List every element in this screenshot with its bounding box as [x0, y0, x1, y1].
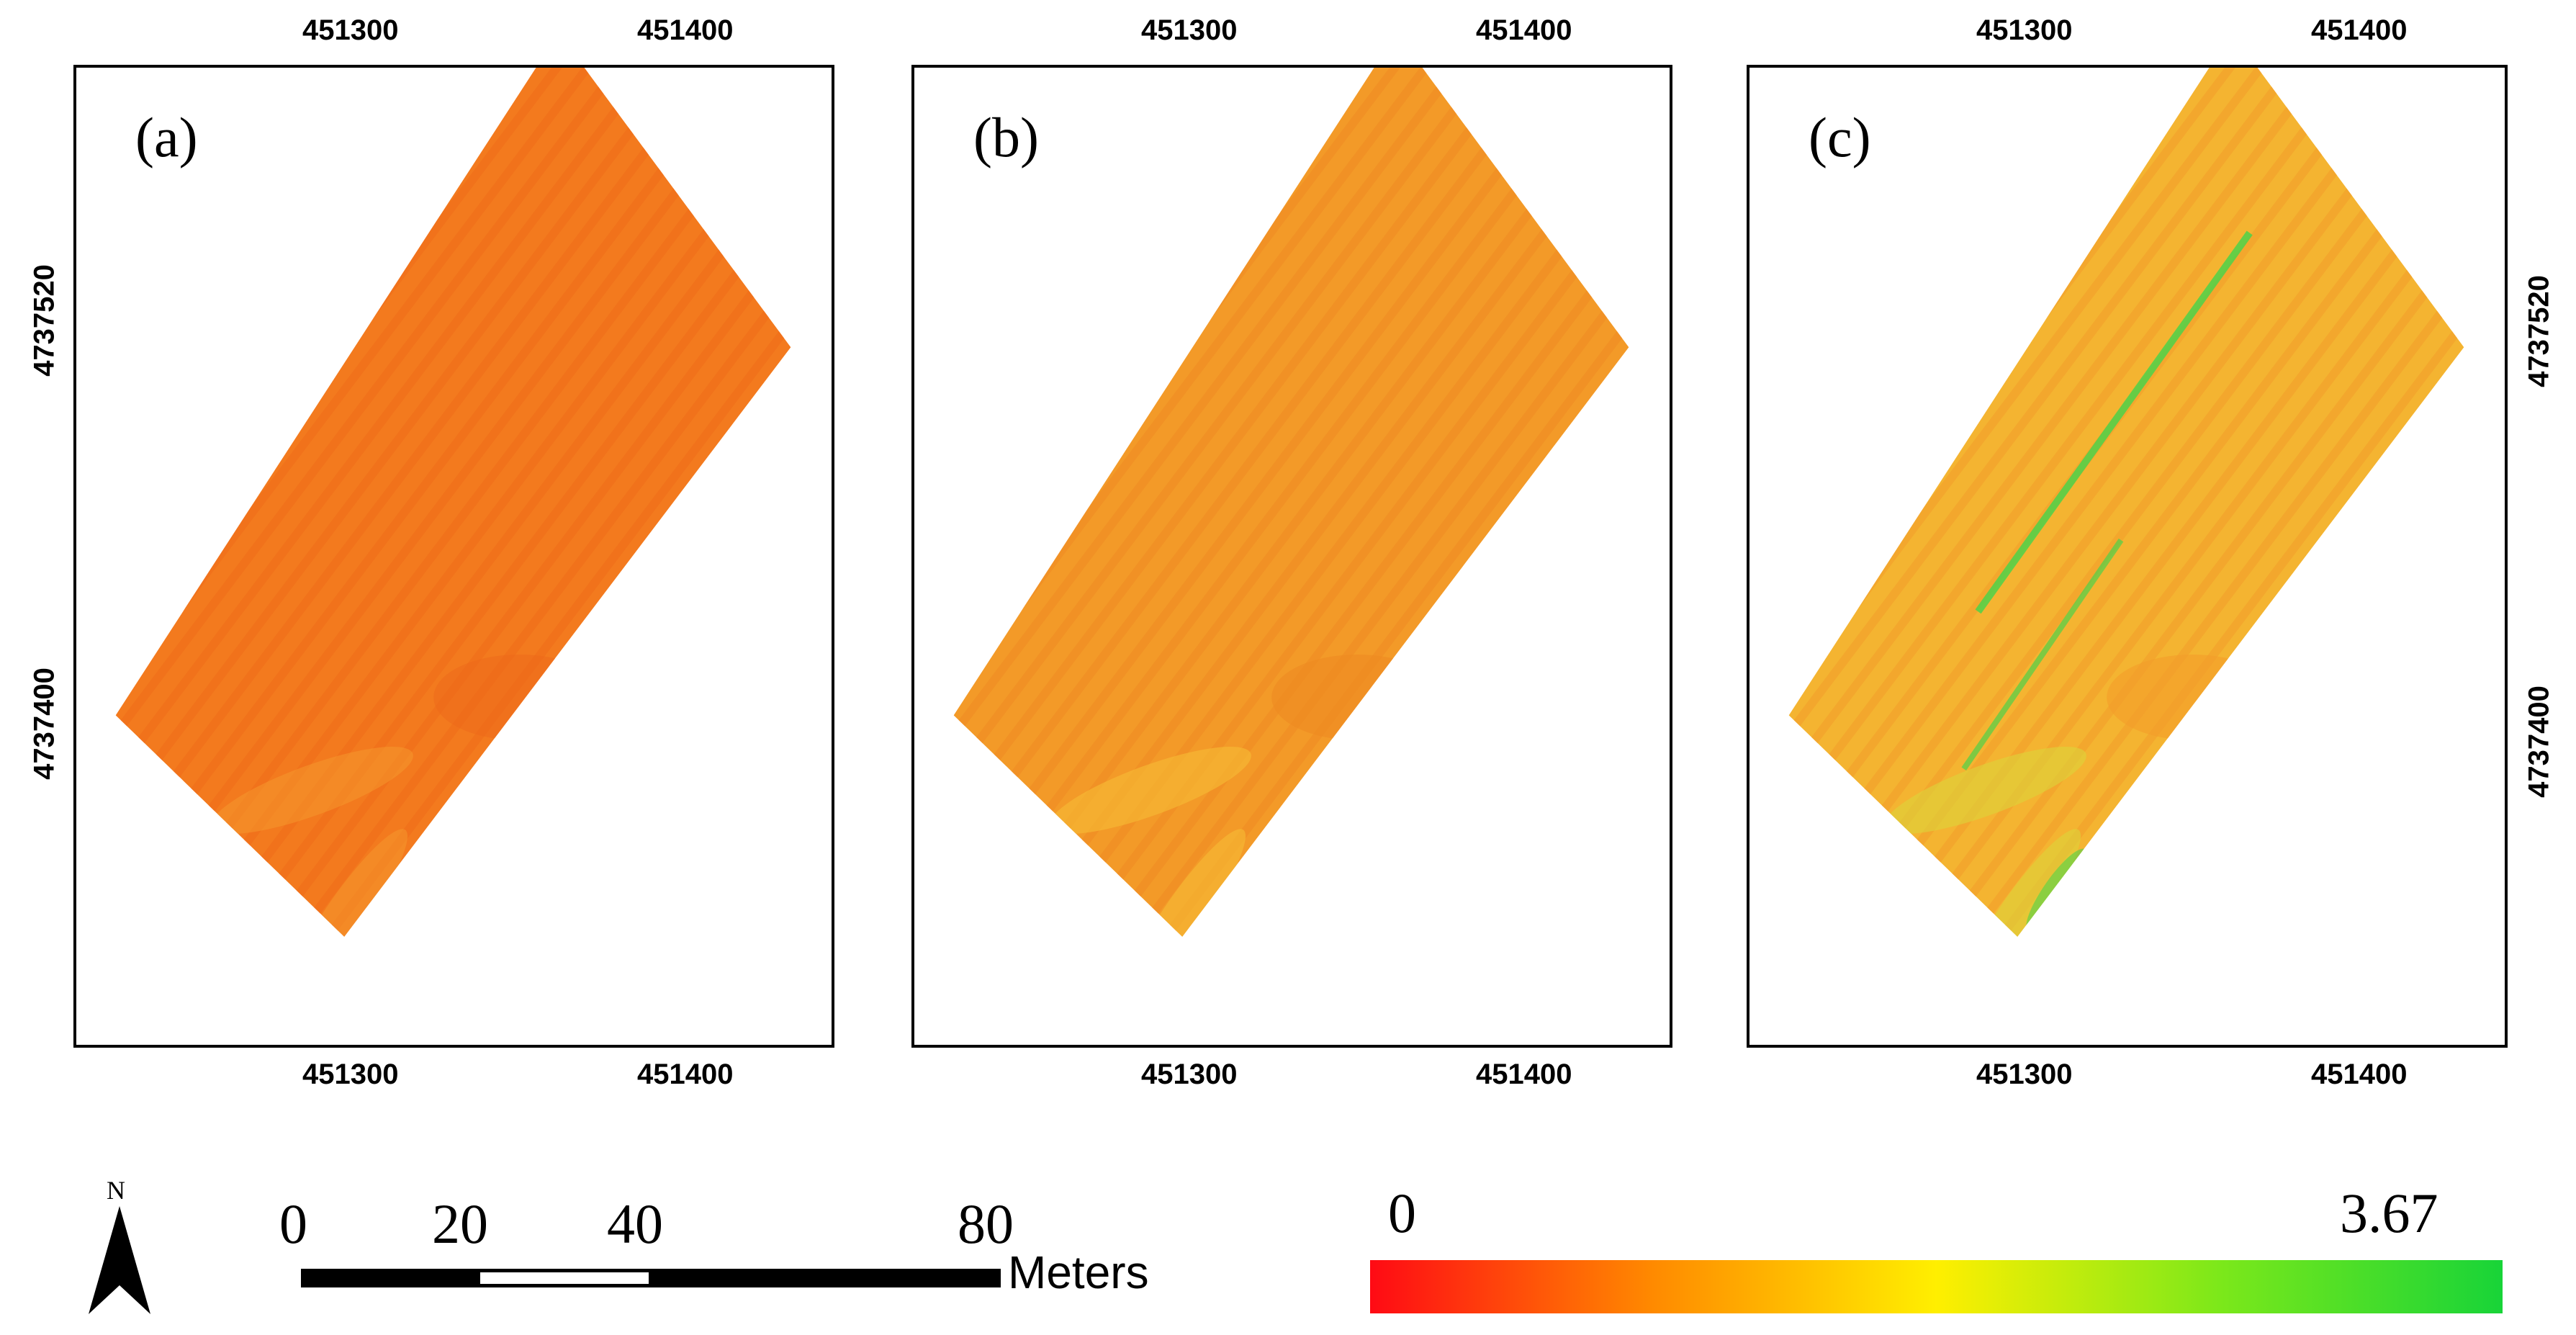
x-tick-bottom-b-2: 451400 [1476, 1058, 1572, 1090]
map-raster-b [953, 68, 1629, 937]
scalebar-segment-1 [301, 1269, 479, 1287]
x-tick-top-a-2: 451400 [637, 14, 734, 46]
x-tick-bottom-a-1: 451300 [302, 1058, 399, 1090]
x-tick-bottom-b-1: 451300 [1141, 1058, 1238, 1090]
x-tick-top-a-1: 451300 [302, 14, 399, 46]
north-arrow-icon [89, 1206, 150, 1314]
x-tick-bottom-c-1: 451300 [1976, 1058, 2073, 1090]
field-raster-a [115, 68, 791, 937]
panel-label-b: (b) [973, 106, 1039, 168]
map-panel-a: (a) [73, 65, 834, 1048]
map-raster-a [115, 68, 791, 937]
y-tick-left-a-2: 4737400 [28, 668, 60, 780]
scalebar-segment-3 [649, 1269, 1001, 1287]
north-label: N [107, 1176, 125, 1205]
colorbar [1370, 1260, 2503, 1313]
map-panel-c: (c) [1747, 65, 2508, 1048]
x-tick-top-c-1: 451300 [1976, 14, 2073, 46]
x-tick-top-c-2: 451400 [2311, 14, 2408, 46]
x-tick-bottom-a-2: 451400 [637, 1058, 734, 1090]
scalebar-label-40: 40 [607, 1192, 663, 1255]
scalebar-unit: Meters [1008, 1246, 1149, 1298]
y-tick-right-c-1: 4737520 [2523, 275, 2555, 387]
scalebar-label-20: 20 [432, 1192, 488, 1255]
panel-label-a: (a) [135, 106, 198, 168]
scalebar-label-80: 80 [958, 1192, 1014, 1255]
map-raster-c [1788, 68, 2464, 937]
scalebar-segment-2 [477, 1269, 652, 1287]
panel-label-c: (c) [1809, 106, 1871, 168]
x-tick-bottom-c-2: 451400 [2311, 1058, 2408, 1090]
scalebar-label-0: 0 [279, 1192, 307, 1255]
y-tick-left-a-1: 4737520 [28, 264, 60, 377]
field-raster-c [1788, 68, 2464, 937]
colorbar-min-label: 0 [1388, 1182, 1416, 1244]
x-tick-top-b-1: 451300 [1141, 14, 1238, 46]
map-panel-b: (b) [911, 65, 1672, 1048]
x-tick-top-b-2: 451400 [1476, 14, 1572, 46]
field-raster-b [953, 68, 1629, 937]
colorbar-max-label: 3.67 [2340, 1182, 2438, 1244]
y-tick-right-c-2: 4737400 [2523, 686, 2555, 798]
